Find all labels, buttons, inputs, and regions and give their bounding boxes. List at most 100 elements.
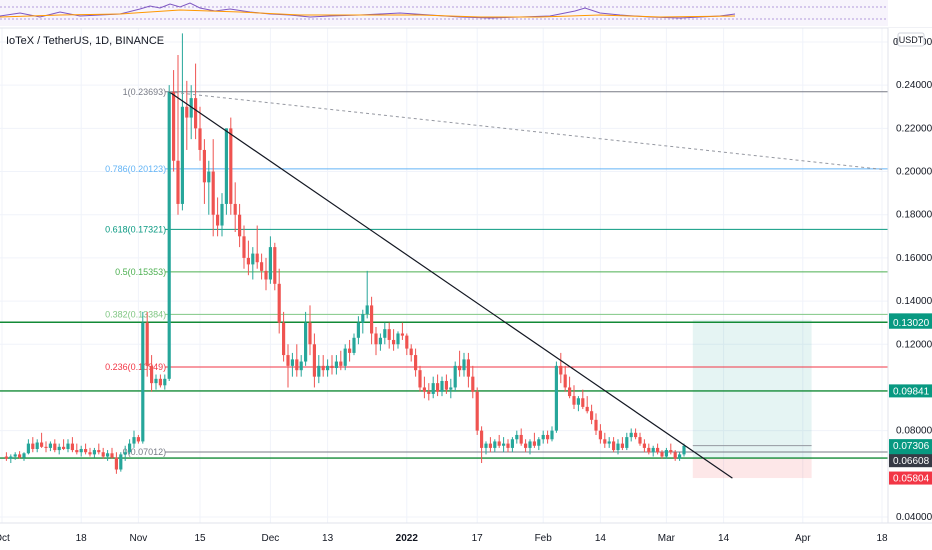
candle-body: [581, 398, 584, 407]
candle-body: [273, 247, 276, 284]
time-axis-label: 2022: [396, 533, 419, 544]
candle-body: [586, 407, 589, 411]
price-axis-label: 0.14000: [896, 296, 932, 307]
candle-body: [150, 366, 153, 383]
candle-body: [269, 247, 272, 279]
time-axis-label: Feb: [535, 533, 553, 544]
candle-body: [559, 366, 562, 375]
candle-body: [234, 204, 237, 215]
price-axis-label: 0.20000: [896, 167, 932, 178]
price-tag-value: 0.07306: [893, 441, 930, 452]
candle-body: [141, 323, 144, 442]
candle-body: [84, 449, 87, 452]
time-axis-label: Apr: [795, 533, 811, 544]
candle-body: [278, 284, 281, 323]
candle-body: [14, 454, 17, 456]
time-axis[interactable]: Oct 18 Nov 15 Dec 13 2022 17 Feb 14 Mar 14 Apr 18: [0, 533, 888, 544]
candle-body: [467, 359, 470, 376]
currency-badge[interactable]: USDT: [898, 33, 924, 46]
candle-body: [185, 107, 188, 118]
candle-body: [194, 98, 197, 128]
candle-body: [251, 254, 254, 265]
candle-body: [590, 411, 593, 420]
candle-body: [66, 444, 69, 449]
candle-body: [537, 439, 540, 445]
candle-body: [374, 333, 377, 344]
candle-body: [366, 305, 369, 314]
price-axis-label: 0.12000: [896, 339, 932, 350]
profit-target-zone: [693, 320, 812, 458]
time-axis-label: 14: [718, 533, 730, 544]
candle-body: [414, 355, 417, 370]
candle-body: [594, 420, 597, 431]
candle-body: [520, 435, 523, 444]
candle-body: [436, 383, 439, 392]
candle-body: [392, 340, 395, 344]
candle-body: [625, 437, 628, 448]
candle-body: [71, 444, 74, 450]
price-tag-value: 0.13020: [893, 318, 930, 329]
candle-body: [445, 381, 448, 390]
candle-body: [304, 323, 307, 362]
candle-body: [80, 449, 83, 452]
candle-body: [5, 457, 8, 459]
candle-body: [225, 128, 228, 204]
candle-body: [634, 433, 637, 437]
candle-body: [220, 204, 223, 226]
time-axis-label: 13: [322, 533, 334, 544]
candle-body: [660, 452, 663, 456]
candle-body: [427, 392, 430, 394]
candle-body: [260, 262, 263, 271]
candle-body: [348, 349, 351, 353]
candle-body: [295, 359, 298, 370]
candle-body: [172, 92, 175, 161]
candle-body: [502, 444, 505, 446]
candle-body: [339, 362, 342, 366]
candle-body: [53, 444, 56, 450]
candle-body: [229, 128, 232, 204]
candle-body: [515, 435, 518, 439]
candle-body: [9, 457, 12, 459]
candle-body: [454, 366, 457, 388]
candle-body: [49, 444, 52, 448]
fib-level-label: 0.5(0.15353): [115, 267, 166, 277]
indicator-pane: [0, 0, 888, 26]
candle-body: [154, 379, 157, 383]
candle-body: [440, 381, 443, 392]
candle-body: [511, 439, 514, 448]
fib-level-label: 0.618(0.17321): [105, 224, 166, 234]
candle-body: [181, 107, 184, 204]
candle-body: [317, 366, 320, 377]
candle-body: [322, 366, 325, 370]
candle-body: [93, 450, 96, 454]
candle-body: [616, 444, 619, 450]
candle-body: [137, 437, 140, 441]
candle-body: [308, 323, 311, 345]
stop-loss-zone: [693, 458, 812, 478]
candle-body: [674, 452, 677, 458]
candlestick-series: [5, 33, 686, 473]
candle-body: [471, 377, 474, 392]
chart-title: IoTeX / TetherUS, 1D, BINANCE: [6, 35, 164, 47]
candle-body: [568, 387, 571, 396]
candle-body: [405, 336, 408, 349]
candle-body: [44, 447, 47, 448]
candle-body: [361, 314, 364, 323]
candle-body: [97, 450, 100, 452]
fib-level-label: 0.382(0.13384): [105, 309, 166, 319]
candle-body: [124, 452, 127, 454]
fib-level-label: 1(0.23693): [123, 87, 167, 97]
time-axis-label: 15: [194, 533, 206, 544]
candle-body: [102, 452, 105, 456]
candle-body: [313, 344, 316, 376]
candle-body: [550, 431, 553, 440]
price-tag-value: 0.09841: [893, 386, 930, 397]
candle-body: [638, 437, 641, 443]
candle-body: [300, 362, 303, 371]
candle-body: [344, 349, 347, 366]
fib-level-label: 0.786(0.20123): [105, 164, 166, 174]
candle-body: [335, 362, 338, 368]
candle-body: [40, 443, 43, 447]
time-axis-label: 17: [472, 533, 484, 544]
